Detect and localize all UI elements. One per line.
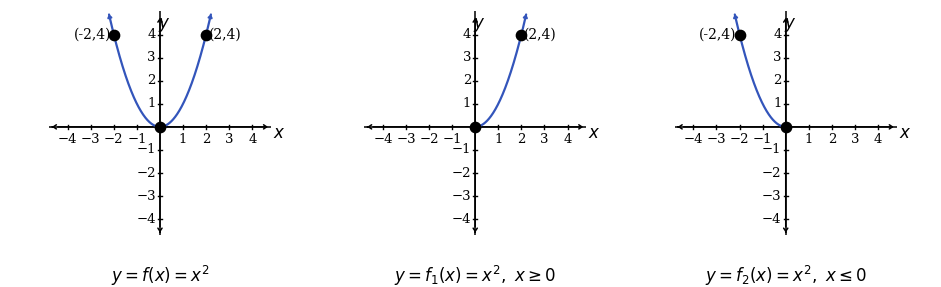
Text: 4: 4	[564, 133, 572, 146]
Text: −4: −4	[58, 133, 77, 146]
Text: 2: 2	[828, 133, 837, 146]
Text: $y = f(x) = x^2$: $y = f(x) = x^2$	[111, 264, 209, 287]
Text: 3: 3	[463, 51, 471, 64]
Text: 1: 1	[463, 97, 471, 110]
Text: −2: −2	[730, 133, 749, 146]
Text: 4: 4	[148, 28, 156, 41]
Point	[514, 32, 529, 37]
Text: $x$: $x$	[899, 125, 911, 142]
Text: −1: −1	[136, 144, 156, 156]
Text: 1: 1	[179, 133, 187, 146]
Text: −1: −1	[442, 133, 462, 146]
Text: −1: −1	[452, 144, 471, 156]
Text: 1: 1	[805, 133, 813, 146]
Text: $y$: $y$	[158, 15, 170, 34]
Text: 2: 2	[463, 74, 471, 87]
Text: (-2,4): (-2,4)	[73, 28, 111, 42]
Text: 1: 1	[148, 97, 156, 110]
Text: −2: −2	[104, 133, 123, 146]
Text: −3: −3	[136, 190, 156, 203]
Text: 2: 2	[202, 133, 211, 146]
Point	[468, 125, 483, 129]
Point	[778, 125, 793, 129]
Text: (-2,4): (-2,4)	[699, 28, 737, 42]
Text: 2: 2	[774, 74, 782, 87]
Text: 3: 3	[148, 51, 156, 64]
Point	[732, 32, 747, 37]
Text: −4: −4	[452, 213, 471, 226]
Text: 3: 3	[851, 133, 859, 146]
Text: $x$: $x$	[273, 125, 285, 142]
Text: 4: 4	[463, 28, 471, 41]
Point	[199, 32, 214, 37]
Text: 2: 2	[518, 133, 526, 146]
Text: −2: −2	[420, 133, 439, 146]
Text: $y$: $y$	[473, 15, 486, 34]
Text: −4: −4	[684, 133, 703, 146]
Text: −3: −3	[707, 133, 726, 146]
Point	[152, 125, 167, 129]
Text: −2: −2	[136, 166, 156, 180]
Text: −4: −4	[136, 213, 156, 226]
Text: −2: −2	[452, 166, 471, 180]
Text: −3: −3	[81, 133, 101, 146]
Text: −1: −1	[127, 133, 147, 146]
Text: $y = f_1(x) = x^2,\ x \geq 0$: $y = f_1(x) = x^2,\ x \geq 0$	[394, 264, 556, 287]
Text: −1: −1	[762, 144, 782, 156]
Text: (2,4): (2,4)	[209, 28, 242, 42]
Text: 3: 3	[225, 133, 233, 146]
Text: 2: 2	[148, 74, 156, 87]
Text: 1: 1	[774, 97, 782, 110]
Text: 1: 1	[494, 133, 502, 146]
Text: 4: 4	[774, 28, 782, 41]
Text: −3: −3	[762, 190, 782, 203]
Text: −4: −4	[374, 133, 392, 146]
Text: 3: 3	[774, 51, 782, 64]
Text: −1: −1	[753, 133, 773, 146]
Text: 4: 4	[874, 133, 883, 146]
Text: 3: 3	[540, 133, 549, 146]
Text: $x$: $x$	[588, 125, 600, 142]
Text: −3: −3	[396, 133, 416, 146]
Text: 4: 4	[248, 133, 257, 146]
Point	[106, 32, 121, 37]
Text: $y = f_2(x) = x^2,\ x \leq 0$: $y = f_2(x) = x^2,\ x \leq 0$	[705, 264, 867, 287]
Text: −4: −4	[762, 213, 782, 226]
Text: −3: −3	[452, 190, 471, 203]
Text: (2,4): (2,4)	[524, 28, 557, 42]
Text: −2: −2	[762, 166, 782, 180]
Text: $y$: $y$	[784, 15, 796, 34]
